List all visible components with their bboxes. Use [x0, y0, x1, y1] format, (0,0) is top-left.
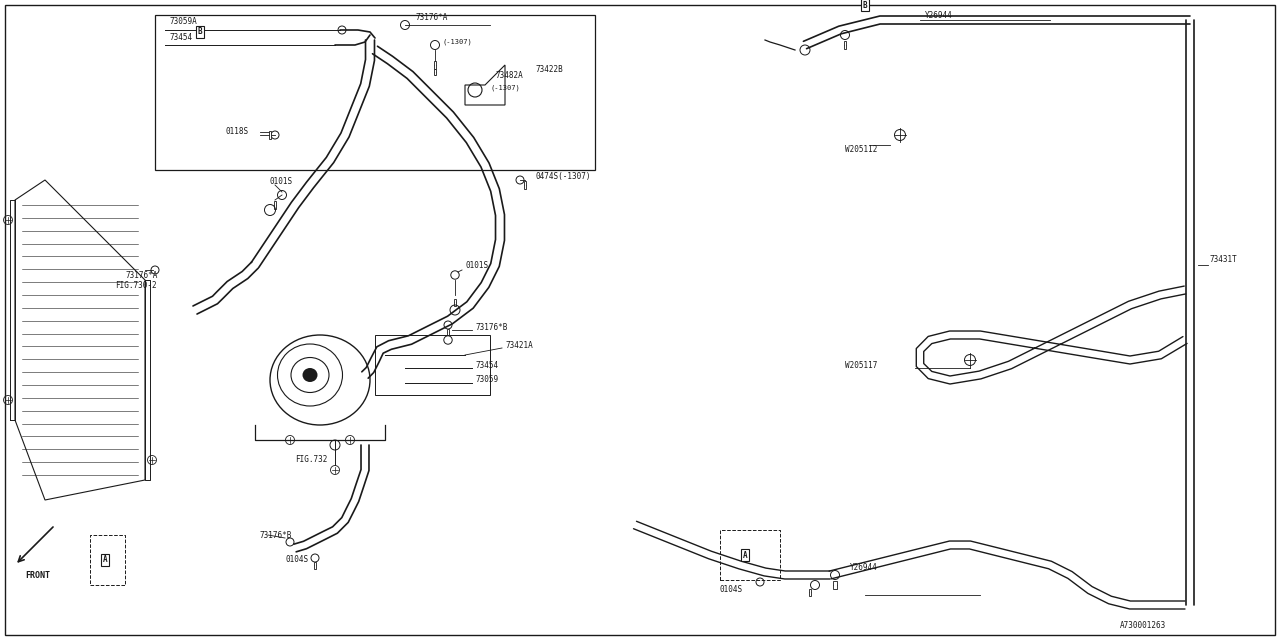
Text: B: B — [863, 1, 868, 10]
Text: W205112: W205112 — [845, 145, 877, 154]
Bar — [269, 131, 271, 138]
Text: 73422B: 73422B — [535, 65, 563, 74]
Bar — [833, 581, 837, 589]
Bar — [434, 69, 436, 75]
Text: A: A — [102, 556, 108, 564]
Text: 0101S: 0101S — [465, 260, 488, 269]
Text: 73176*A: 73176*A — [415, 13, 448, 22]
Text: FRONT: FRONT — [26, 570, 50, 579]
Text: 73454: 73454 — [475, 360, 498, 369]
Bar — [809, 589, 812, 595]
Bar — [524, 182, 526, 189]
Text: 73059: 73059 — [475, 376, 498, 385]
Text: B: B — [197, 28, 202, 36]
Text: 0104S: 0104S — [719, 586, 744, 595]
Bar — [434, 61, 436, 68]
Ellipse shape — [302, 368, 317, 382]
Bar — [447, 329, 449, 335]
Text: 73176*A: 73176*A — [125, 271, 157, 280]
Polygon shape — [15, 180, 145, 500]
Text: 0474S(-1307): 0474S(-1307) — [535, 173, 590, 182]
Text: 73176*B: 73176*B — [475, 323, 507, 333]
Text: 73176*B: 73176*B — [260, 531, 292, 540]
Text: Y26944: Y26944 — [850, 563, 878, 573]
Polygon shape — [465, 65, 506, 105]
Text: 73059A: 73059A — [170, 17, 197, 26]
Text: (-1307): (-1307) — [442, 39, 472, 45]
Text: W205117: W205117 — [845, 360, 877, 369]
Bar — [274, 202, 276, 209]
Text: (-1307): (-1307) — [490, 84, 520, 92]
Text: 0118S: 0118S — [225, 127, 248, 136]
Text: 0101S: 0101S — [270, 177, 293, 186]
Text: A730001263: A730001263 — [1120, 621, 1166, 630]
Text: Y26944: Y26944 — [925, 10, 952, 19]
Bar — [314, 561, 316, 568]
Bar — [375, 335, 490, 395]
Text: 0104S: 0104S — [285, 556, 308, 564]
Text: 73431T: 73431T — [1210, 255, 1238, 264]
Text: A: A — [742, 550, 748, 559]
Bar — [453, 298, 457, 305]
Text: 73421A: 73421A — [506, 340, 532, 349]
Text: 73454: 73454 — [170, 33, 193, 42]
Bar — [155, 15, 595, 170]
Text: 73482A: 73482A — [495, 70, 522, 79]
Bar — [844, 42, 846, 49]
Text: FIG.732: FIG.732 — [294, 456, 328, 465]
Text: FIG.730-2: FIG.730-2 — [115, 280, 156, 289]
